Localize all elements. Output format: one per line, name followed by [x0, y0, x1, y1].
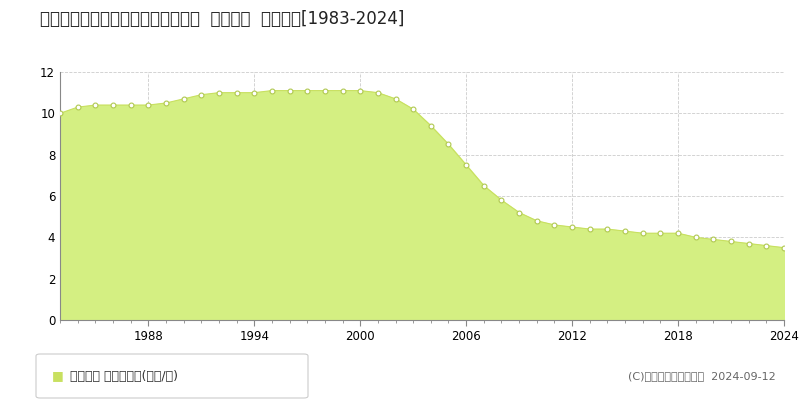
Text: 地価公示 平均坪単価(万円/坪): 地価公示 平均坪単価(万円/坪): [70, 370, 178, 382]
Text: ■: ■: [52, 370, 64, 382]
Text: 北海道小樽市赤岩１丁目２７番２外  地価公示  地価推移[1983-2024]: 北海道小樽市赤岩１丁目２７番２外 地価公示 地価推移[1983-2024]: [40, 10, 404, 28]
Text: (C)土地価格ドットコム  2024-09-12: (C)土地価格ドットコム 2024-09-12: [628, 371, 776, 381]
